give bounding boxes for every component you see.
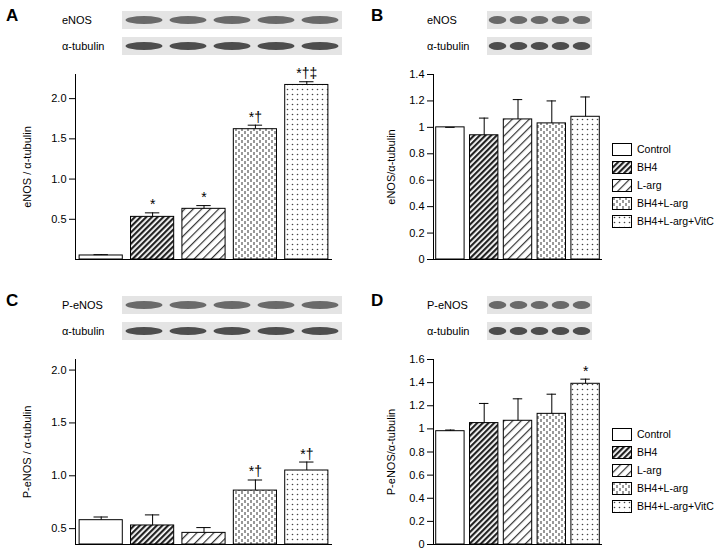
svg-text:0: 0	[418, 253, 424, 265]
svg-text:1.6: 1.6	[409, 353, 424, 365]
html-text:BH4+L-arg+VitC: BH4+L-arg+VitC	[637, 215, 714, 227]
svg-text:*: *	[201, 189, 207, 205]
svg-text:0.4: 0.4	[409, 492, 424, 504]
svg-text:0.4: 0.4	[409, 200, 424, 212]
html-text:BH4: BH4	[637, 161, 658, 173]
svg-text:1.5: 1.5	[51, 132, 66, 144]
svg-text:*†: *†	[300, 446, 313, 462]
svg-text:0.2: 0.2	[409, 515, 424, 527]
svg-text:P-eNOS/α-tubulin: P-eNOS/α-tubulin	[385, 409, 397, 495]
html-text:C: C	[6, 291, 19, 310]
svg-text:0.8: 0.8	[409, 147, 424, 159]
html-text:D: D	[371, 291, 384, 310]
html-text:BH4+L-arg: BH4+L-arg	[637, 482, 689, 494]
svg-text:α-tubulin: α-tubulin	[62, 325, 104, 337]
html-text:BH4+L-arg: BH4+L-arg	[637, 197, 689, 209]
svg-text:*: *	[583, 363, 589, 379]
svg-text:1.2: 1.2	[409, 399, 424, 411]
svg-text:0.5: 0.5	[51, 522, 66, 534]
svg-text:1: 1	[418, 422, 424, 434]
svg-text:*†: *†	[249, 109, 262, 125]
svg-text:0: 0	[418, 538, 424, 550]
html-text:L-arg: L-arg	[637, 179, 662, 191]
svg-text:*†: *†	[249, 463, 262, 479]
html-text:BH4: BH4	[637, 446, 658, 458]
svg-text:1: 1	[418, 121, 424, 133]
svg-text:1.4: 1.4	[409, 376, 424, 388]
svg-text:2.0: 2.0	[51, 92, 66, 104]
svg-text:eNOS / α-tubulin: eNOS / α-tubulin	[21, 126, 33, 208]
svg-text:eNOS: eNOS	[62, 14, 92, 26]
svg-text:α-tubulin: α-tubulin	[427, 40, 469, 52]
html-text:BH4+L-arg+VitC: BH4+L-arg+VitC	[637, 500, 714, 512]
svg-text:eNOS/α-tubulin: eNOS/α-tubulin	[385, 129, 397, 204]
svg-text:1.5: 1.5	[51, 416, 66, 428]
svg-text:*†‡: *†‡	[296, 65, 317, 81]
svg-text:α-tubulin: α-tubulin	[427, 325, 469, 337]
html-text:Control: Control	[637, 143, 671, 155]
svg-text:0.8: 0.8	[409, 446, 424, 458]
html-text:Control: Control	[637, 428, 671, 440]
svg-text:eNOS: eNOS	[427, 14, 457, 26]
svg-text:P-eNOS: P-eNOS	[62, 299, 103, 311]
svg-text:0.2: 0.2	[409, 227, 424, 239]
html-text:A: A	[6, 6, 19, 25]
svg-text:1.4: 1.4	[409, 68, 424, 80]
svg-text:1.2: 1.2	[409, 94, 424, 106]
svg-text:1.0: 1.0	[51, 173, 66, 185]
svg-text:P-eNOS: P-eNOS	[427, 299, 468, 311]
svg-text:*: *	[150, 196, 156, 212]
html-text:L-arg: L-arg	[637, 464, 662, 476]
svg-text:α-tubulin: α-tubulin	[62, 40, 104, 52]
svg-text:P-eNOS / α-tubulin: P-eNOS / α-tubulin	[21, 406, 33, 499]
html-text:B: B	[371, 6, 384, 25]
svg-text:0.5: 0.5	[51, 213, 66, 225]
svg-text:0.6: 0.6	[409, 174, 424, 186]
svg-text:1.0: 1.0	[51, 469, 66, 481]
svg-text:2.0: 2.0	[51, 364, 66, 376]
svg-text:0.6: 0.6	[409, 469, 424, 481]
